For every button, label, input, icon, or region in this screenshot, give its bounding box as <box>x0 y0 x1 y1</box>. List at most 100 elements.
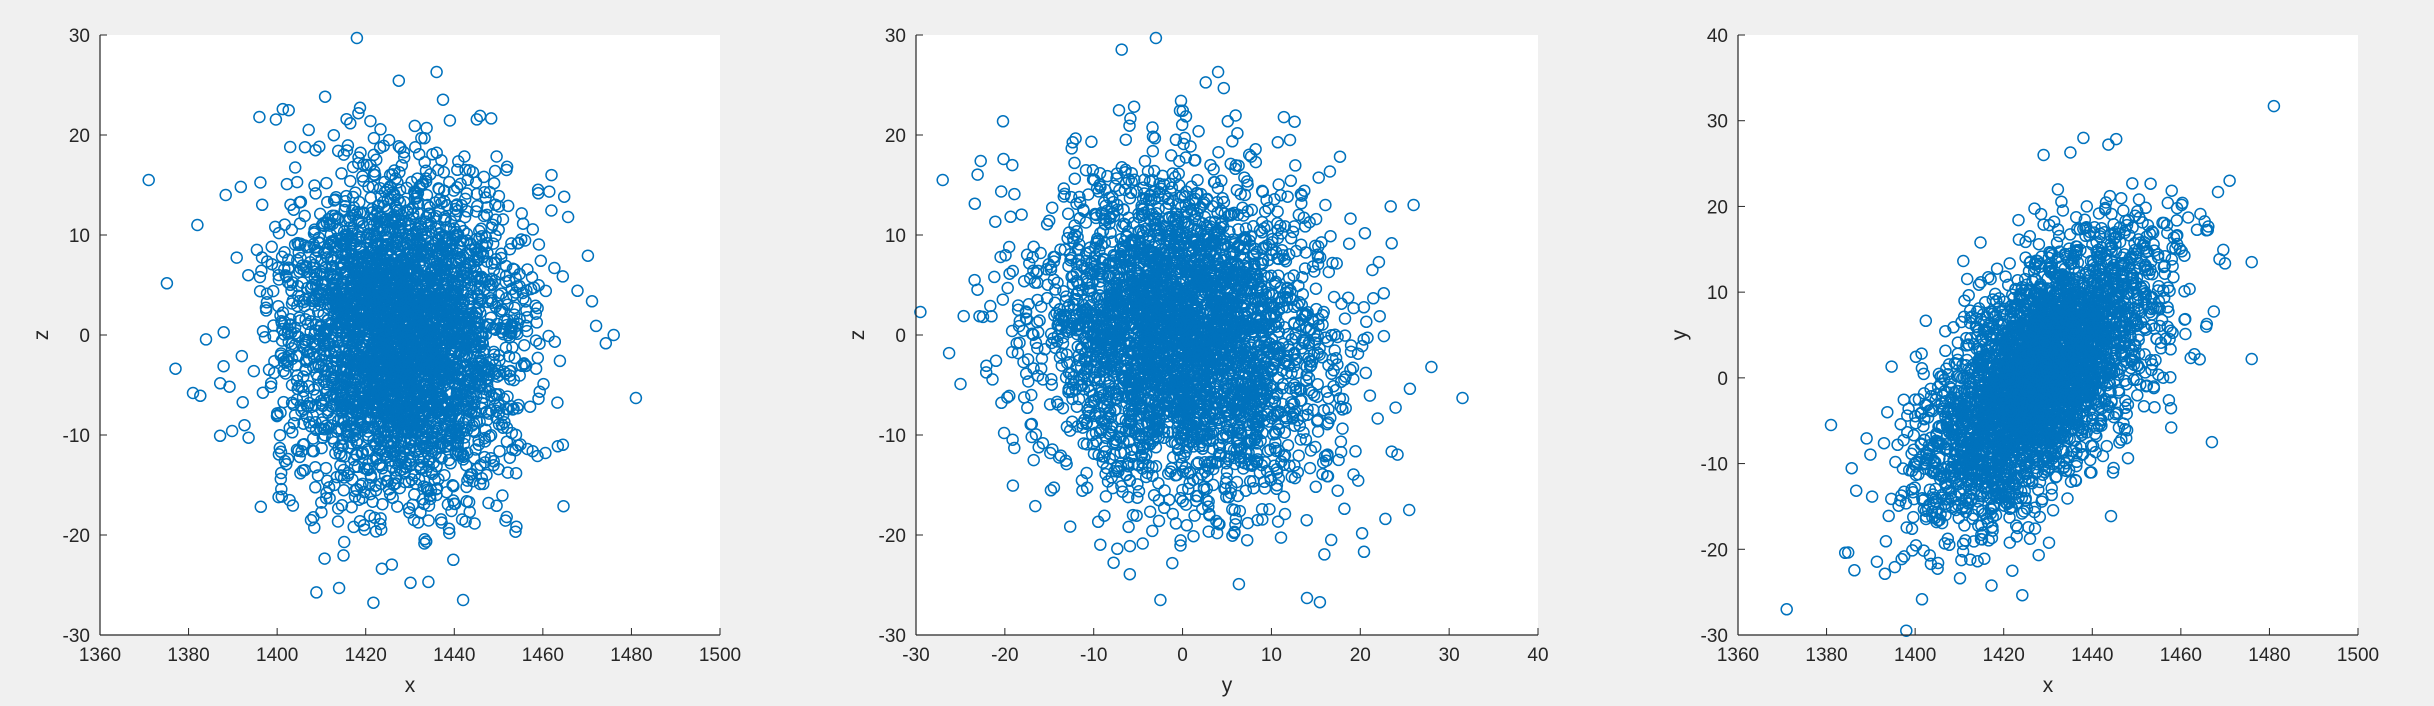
data-point <box>985 310 998 323</box>
data-point <box>435 410 449 424</box>
data-point <box>297 417 310 430</box>
data-point <box>309 481 322 494</box>
data-point <box>320 216 334 230</box>
data-point <box>507 402 520 415</box>
data-point <box>361 443 374 457</box>
data-point <box>1385 445 1398 458</box>
data-point <box>444 403 457 417</box>
data-point <box>275 316 289 330</box>
data-point <box>319 491 333 505</box>
data-point <box>236 396 249 409</box>
data-point <box>418 533 431 546</box>
data-point <box>1288 220 1301 233</box>
data-point <box>293 311 306 324</box>
data-point <box>447 479 460 493</box>
data-point <box>475 238 489 252</box>
scatter-plot-1: 1360 1380 1400 1420 1440 1460 1480 1500-30-20-1… <box>30 26 741 697</box>
data-point <box>402 501 416 515</box>
data-point <box>447 337 461 350</box>
data-point <box>441 288 454 301</box>
data-point <box>381 346 394 360</box>
data-point <box>464 365 477 378</box>
data-point <box>300 259 313 273</box>
data-point <box>379 324 392 338</box>
data-point <box>341 354 355 367</box>
data-point <box>456 453 470 466</box>
data-point <box>501 466 514 479</box>
data-point <box>266 284 280 298</box>
data-point <box>356 346 370 359</box>
data-point <box>408 282 422 296</box>
data-point <box>493 444 506 458</box>
data-point <box>1025 388 1038 402</box>
data-point-outlier <box>456 593 470 607</box>
data-point-outlier <box>430 65 443 79</box>
data-point <box>377 332 390 345</box>
data-point <box>439 235 452 248</box>
data-point <box>1152 514 1166 528</box>
data-point <box>259 304 273 317</box>
data-point <box>1021 401 1034 415</box>
data-point <box>1111 542 1124 556</box>
data-point <box>360 158 374 172</box>
data-point <box>291 382 304 396</box>
data-point <box>467 424 480 437</box>
data-point <box>309 187 322 200</box>
data-point <box>445 504 458 518</box>
data-point <box>424 483 438 497</box>
data-point <box>338 340 351 353</box>
data-point <box>530 316 544 329</box>
data-point <box>327 235 340 248</box>
data-point <box>288 238 302 251</box>
data-point <box>429 261 442 274</box>
data-point <box>480 373 493 386</box>
data-point <box>284 326 298 339</box>
data-point <box>501 199 515 213</box>
data-point <box>581 249 595 262</box>
data-point <box>1085 135 1098 149</box>
data-point <box>510 520 523 533</box>
data-point <box>1389 401 1402 414</box>
data-point <box>269 113 283 126</box>
data-point <box>298 293 312 306</box>
data-point <box>307 351 321 364</box>
data-point <box>326 293 339 306</box>
data-point <box>1272 472 1286 485</box>
data-point <box>449 199 463 212</box>
data-point <box>344 117 357 130</box>
data-point <box>1232 577 1246 591</box>
data-point <box>388 164 401 177</box>
data-point <box>418 537 431 550</box>
data-point <box>278 218 291 231</box>
data-point <box>395 451 408 465</box>
data-point <box>1130 185 1143 198</box>
data-point <box>1351 347 1365 360</box>
data-point <box>1098 509 1111 522</box>
data-point <box>293 450 306 464</box>
data-point <box>416 250 430 263</box>
data-point <box>360 346 374 360</box>
data-point <box>242 431 255 444</box>
data-point <box>337 549 350 562</box>
data-point <box>557 190 571 203</box>
data-point <box>329 446 342 460</box>
data-point <box>415 455 429 469</box>
data-point <box>309 318 323 332</box>
data-point <box>539 446 552 460</box>
data-point <box>466 380 480 393</box>
data-point <box>1036 436 1050 450</box>
data-point <box>439 212 452 226</box>
data-point <box>255 198 269 212</box>
data-point <box>1367 292 1380 305</box>
data-point <box>334 233 348 246</box>
data-point <box>422 514 435 527</box>
data-point <box>367 247 381 260</box>
data-point <box>437 166 451 179</box>
data-point <box>518 234 532 247</box>
data-point <box>409 140 422 154</box>
data-point <box>462 471 476 484</box>
data-point <box>1174 94 1188 108</box>
data-point <box>471 199 484 213</box>
data-point <box>306 278 319 291</box>
data-point <box>298 140 312 154</box>
